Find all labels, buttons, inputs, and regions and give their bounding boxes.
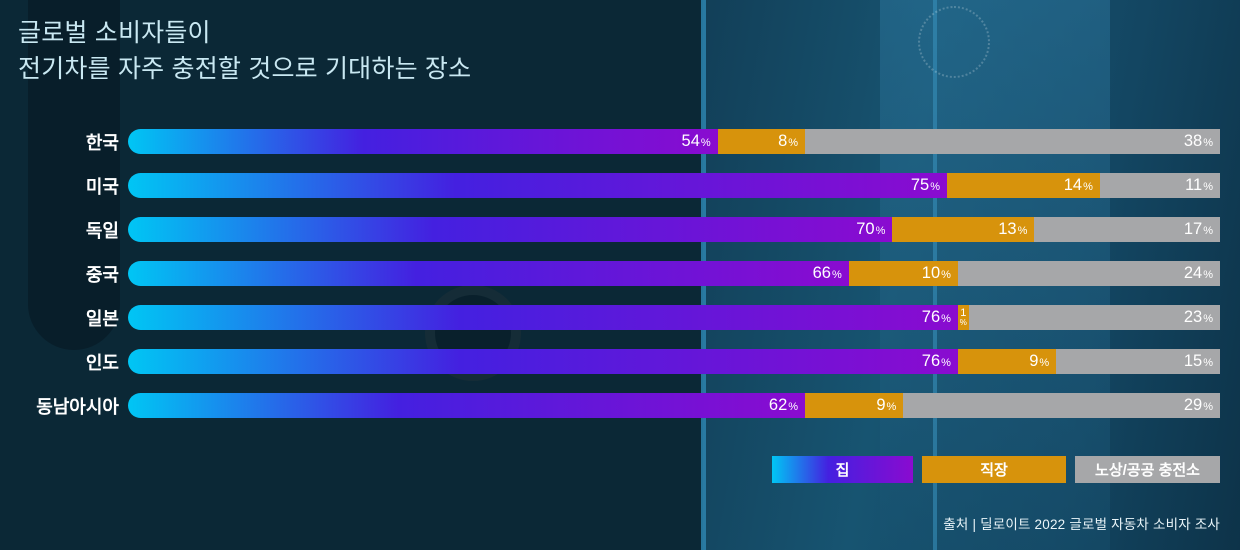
bar-segment-public-charger: 23% [968, 305, 1220, 330]
category-label: 미국 [85, 176, 119, 197]
category-label: 독일 [85, 220, 119, 241]
bar-value-label: 24% [1183, 264, 1213, 282]
bar-segment-workplace: 13% [892, 217, 1035, 242]
chart-row: 동남아시아 62% 9% 29% [0, 393, 1220, 418]
bar-segment-home: 66% [128, 261, 849, 286]
legend-label-public-charger: 노상/공공 충전소 [1095, 462, 1200, 479]
bar-segment-public-charger: 38% [805, 129, 1220, 154]
bar-value-label: 8% [778, 132, 799, 150]
bar-value-label: 23% [1183, 308, 1213, 326]
legend-item-public-charger: 노상/공공 충전소 [1075, 456, 1220, 483]
chart-row: 한국 54% 8% 38% [0, 129, 1220, 154]
bar-track: 76% 1% 23% [128, 305, 1220, 330]
bar-segment-public-charger: 11% [1099, 173, 1220, 198]
bar-value-label: 54% [681, 132, 711, 150]
bar-value-label: 10% [921, 264, 951, 282]
bar-segment-home: 76% [128, 305, 958, 330]
bar-track: 76% 9% 15% [128, 349, 1220, 374]
chart-row: 일본 76% 1% 23% [0, 305, 1220, 330]
chart-title-line1: 글로벌 소비자들이 [18, 19, 211, 47]
legend-item-workplace: 직장 [922, 456, 1066, 483]
category-label: 한국 [85, 132, 119, 153]
bar-track: 66% 10% 24% [128, 261, 1220, 286]
category-label: 동남아시아 [36, 396, 119, 417]
source-text: 출처 | 딜로이트 2022 글로벌 자동차 소비자 조사 [943, 517, 1220, 532]
category-label: 중국 [85, 264, 119, 285]
bar-value-label: 15% [1183, 352, 1213, 370]
bar-segment-public-charger: 15% [1056, 349, 1220, 374]
bar-value-label: 29% [1183, 396, 1213, 414]
bar-value-label: 75% [910, 176, 940, 194]
bar-value-label: 13% [998, 220, 1028, 238]
bar-value-label: 66% [812, 264, 842, 282]
bar-segment-public-charger: 17% [1034, 217, 1220, 242]
bar-value-label: 1% [959, 307, 967, 327]
bar-segment-home: 76% [128, 349, 958, 374]
bar-value-label: 9% [1029, 352, 1050, 370]
bar-segment-public-charger: 24% [957, 261, 1220, 286]
bar-value-label: 17% [1183, 220, 1213, 238]
chart-row: 독일 70% 13% 17% [0, 217, 1220, 242]
bar-value-label: 62% [768, 396, 799, 414]
chart-title-line2: 전기차를 자주 충전할 것으로 기대하는 장소 [18, 54, 472, 83]
background-speaker-dots [918, 6, 990, 78]
bar-track: 70% 13% 17% [128, 217, 1220, 242]
bar-segment-public-charger: 29% [903, 393, 1220, 418]
legend-item-home: 집 [772, 456, 913, 483]
legend-label-workplace: 직장 [980, 462, 1008, 479]
bar-segment-home: 54% [128, 129, 718, 154]
bar-value-label: 70% [856, 220, 886, 238]
bar-segment-home: 75% [128, 173, 947, 198]
chart-row: 중국 66% 10% 24% [0, 261, 1220, 286]
bar-value-label: 76% [921, 352, 951, 370]
bar-track: 75% 14% 11% [128, 173, 1220, 198]
bar-segment-workplace: 8% [717, 129, 806, 154]
bar-value-label: 14% [1063, 176, 1093, 194]
chart-rows: 한국 54% 8% 38% 미국 75% 14% 11% 독일 70% 13% 17% 중국 66% 10%… [0, 129, 1220, 437]
bar-segment-workplace: 9% [805, 393, 904, 418]
legend: 집 직장 노상/공공 충전소 [772, 456, 1220, 483]
bar-segment-workplace: 10% [848, 261, 958, 286]
bar-segment-home: 62% [128, 393, 806, 418]
bar-value-label: 11% [1185, 176, 1213, 194]
chart-title: 글로벌 소비자들이 전기차를 자주 충전할 것으로 기대하는 장소 [18, 16, 471, 87]
bar-value-label: 38% [1183, 132, 1213, 150]
chart-row: 미국 75% 14% 11% [0, 173, 1220, 198]
category-label: 일본 [85, 308, 119, 329]
bar-value-label: 9% [876, 396, 897, 414]
bar-value-label: 76% [921, 308, 951, 326]
bar-track: 54% 8% 38% [128, 129, 1220, 154]
legend-label-home: 집 [835, 462, 850, 479]
chart-row: 인도 76% 9% 15% [0, 349, 1220, 374]
bar-segment-workplace: 1% [957, 305, 969, 330]
bar-segment-home: 70% [128, 217, 893, 242]
category-label: 인도 [85, 352, 119, 373]
bar-track: 62% 9% 29% [128, 393, 1220, 418]
bar-segment-workplace: 14% [947, 173, 1100, 198]
bar-segment-workplace: 9% [957, 349, 1057, 374]
